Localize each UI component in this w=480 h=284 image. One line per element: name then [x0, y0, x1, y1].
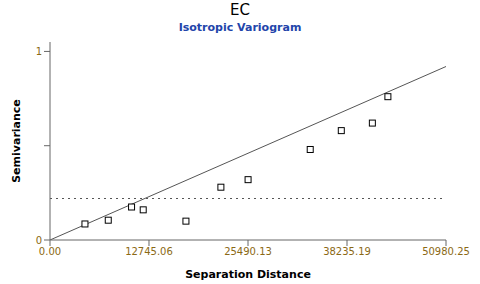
svg-text:38235.19: 38235.19: [323, 246, 371, 257]
html-text:EC: EC: [230, 1, 250, 19]
html-text:Isotropic Variogram: Isotropic Variogram: [178, 21, 302, 34]
svg-text:Semivariance: Semivariance: [10, 99, 23, 183]
svg-text:0: 0: [36, 235, 42, 246]
svg-text:50980.25: 50980.25: [422, 246, 470, 257]
svg-text:Separation Distance: Separation Distance: [185, 268, 311, 281]
svg-text:12745.06: 12745.06: [125, 246, 173, 257]
svg-text:1: 1: [36, 46, 42, 57]
svg-text:0.00: 0.00: [39, 246, 61, 257]
svg-text:25490.13: 25490.13: [224, 246, 272, 257]
